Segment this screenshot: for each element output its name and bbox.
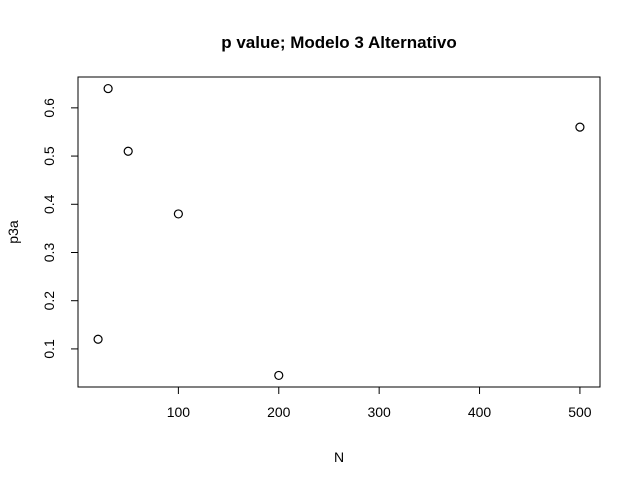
data-point — [575, 122, 585, 132]
data-points — [93, 83, 585, 381]
y-tick-label: 0.3 — [41, 243, 57, 263]
y-axis-label: p3a — [5, 220, 21, 244]
y-tick-label: 0.1 — [41, 339, 57, 359]
x-tick-label: 400 — [468, 404, 492, 420]
y-tick-label: 0.5 — [41, 146, 57, 166]
data-point — [274, 370, 284, 381]
x-axis-label: N — [334, 449, 344, 465]
y-axis: 0.1 0.2 0.3 0.4 0.5 0.6 — [41, 98, 79, 359]
y-tick-label: 0.6 — [41, 98, 57, 118]
chart-title: p value; Modelo 3 Alternativo — [221, 33, 457, 52]
data-point — [103, 83, 113, 94]
y-tick-label: 0.2 — [41, 291, 57, 311]
x-tick-label: 100 — [167, 404, 191, 420]
plot-frame — [77, 76, 601, 388]
y-tick-label: 0.4 — [41, 194, 57, 214]
x-axis: 100 200 300 400 500 — [167, 386, 592, 420]
x-tick-label: 500 — [568, 404, 592, 420]
x-tick-label: 300 — [367, 404, 391, 420]
x-tick-label: 200 — [267, 404, 291, 420]
data-point — [93, 334, 103, 344]
data-point — [173, 209, 183, 219]
data-point — [123, 146, 133, 156]
